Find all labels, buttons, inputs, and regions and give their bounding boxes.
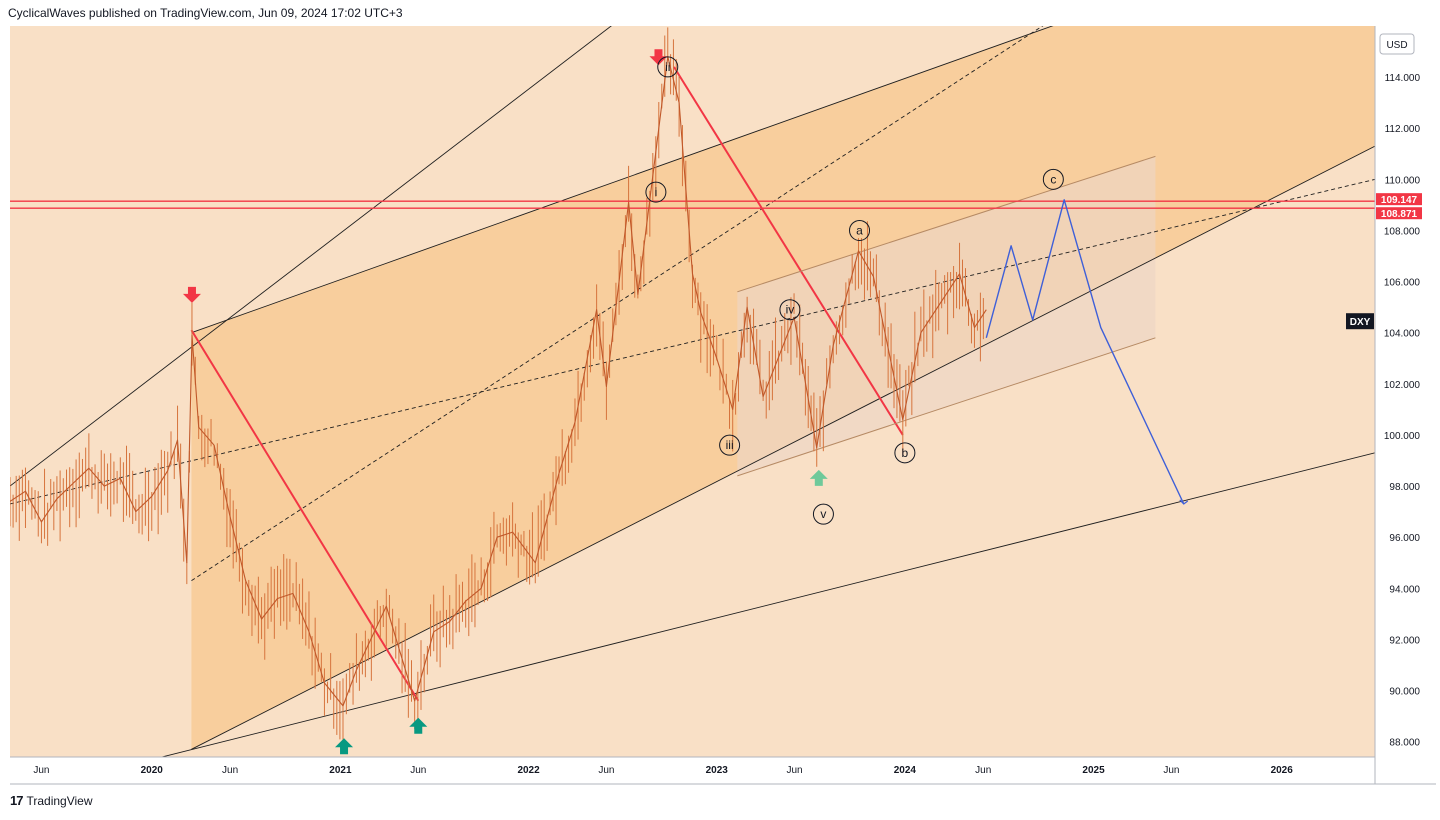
x-tick-label: Jun: [33, 765, 49, 776]
symbol-tag: DXY: [1346, 313, 1374, 330]
x-tick-label: Jun: [975, 765, 991, 776]
wave-label-text: c: [1050, 172, 1056, 186]
red-trendline[interactable]: [190, 329, 420, 702]
wave-label-text: iv: [786, 303, 795, 317]
x-tick-label: 2025: [1082, 765, 1105, 776]
currency-button[interactable]: USD: [1379, 33, 1415, 55]
brand-text: TradingView: [26, 793, 93, 808]
x-tick-label: 2021: [329, 765, 352, 776]
down-arrow-icon: [649, 49, 668, 66]
y-tick-label: 102.000: [1384, 380, 1421, 391]
y-tick-label: 112.000: [1385, 124, 1421, 135]
solid-trendline[interactable]: [191, 6, 1109, 334]
y-tick-label: 100.000: [1384, 431, 1421, 442]
wave-label-text: ii: [665, 60, 670, 74]
y-tick-label: 104.000: [1384, 329, 1421, 340]
wave-label-v: v: [812, 503, 834, 525]
footer-brand[interactable]: 17 TradingView: [10, 793, 93, 808]
x-tick-label: 2026: [1271, 765, 1294, 776]
published-header: CyclicalWaves published on TradingView.c…: [8, 6, 403, 20]
thin-trendline[interactable]: [737, 155, 1156, 293]
y-axis[interactable]: 88.000 90.000 92.000 94.000 96.000 98.000 100.…: [1384, 73, 1421, 749]
x-tick-label: Jun: [1163, 765, 1179, 776]
y-tick-label: 106.000: [1384, 278, 1421, 289]
y-tick-label: 114.000: [1385, 73, 1421, 84]
up-arrow-icon: [409, 717, 428, 734]
y-tick-label: 88.000: [1389, 738, 1420, 749]
wave-label-i: i: [645, 181, 667, 203]
price-tags: 109.147 108.871: [1376, 193, 1422, 220]
wave-label-ii: ii: [657, 56, 679, 78]
y-tick-label: 94.000: [1389, 584, 1420, 595]
thin-trendline[interactable]: [737, 337, 1156, 477]
solid-trendline[interactable]: [191, 145, 1375, 750]
wave-label-text: a: [856, 223, 863, 237]
price-tag: [1376, 193, 1422, 206]
dashed-trendline[interactable]: [191, 13, 1062, 582]
wave-label-text: i: [655, 185, 658, 199]
x-axis[interactable]: Jun 2020 Jun 2021 Jun 2022 Jun 2023 Jun 2024 Jun 20…: [33, 765, 1293, 776]
horizontal-price-lines[interactable]: [10, 200, 1375, 209]
x-tick-label: Jun: [410, 765, 426, 776]
solid-trendline[interactable]: [10, 6, 638, 487]
trendlines[interactable]: [10, 6, 1375, 760]
price-series: [10, 56, 1189, 707]
price-tag: [1376, 207, 1422, 220]
red-trendline[interactable]: [673, 66, 904, 436]
projection-arrowhead: [1179, 499, 1189, 505]
dashed-trendline[interactable]: [10, 178, 1375, 505]
y-tick-label: 110.000: [1385, 175, 1421, 186]
tradingview-logo-icon: 17: [10, 793, 24, 808]
projection-line: [985, 199, 1185, 505]
y-tick-label: 90.000: [1389, 687, 1420, 698]
up-arrow-icon: [335, 738, 354, 755]
wave-label-c: c: [1042, 168, 1064, 190]
x-tick-label: 2020: [141, 765, 164, 776]
wave-label-a: a: [849, 219, 871, 241]
y-tick-label: 92.000: [1389, 635, 1420, 646]
x-tick-label: Jun: [222, 765, 238, 776]
price-tag-label: 109.147: [1381, 195, 1418, 206]
wave-label-text: iii: [726, 438, 734, 452]
wave-label-text: v: [820, 507, 826, 521]
down-arrow-icon: [182, 286, 201, 303]
y-tick-label: 98.000: [1389, 482, 1420, 493]
wave-label-text: b: [902, 446, 909, 460]
wave-box-fill: [737, 156, 1156, 476]
price-tag-label: 108.871: [1381, 209, 1418, 220]
x-tick-label: Jun: [598, 765, 614, 776]
up-arrow-icon: [809, 469, 828, 486]
wave-label-b: b: [894, 442, 916, 464]
y-tick-label: 96.000: [1389, 533, 1420, 544]
x-tick-label: 2023: [706, 765, 729, 776]
dxy-price-line: [10, 56, 987, 707]
wave-label-iii: iii: [719, 434, 741, 456]
wave-label-iv: iv: [779, 299, 801, 321]
symbol-label: DXY: [1350, 317, 1371, 328]
solid-trendline[interactable]: [152, 452, 1375, 760]
x-tick-label: 2022: [517, 765, 540, 776]
x-tick-label: 2024: [894, 765, 917, 776]
x-tick-label: Jun: [787, 765, 803, 776]
arrows: [182, 49, 828, 755]
y-tick-label: 108.000: [1384, 226, 1421, 237]
currency-label: USD: [1386, 40, 1407, 51]
